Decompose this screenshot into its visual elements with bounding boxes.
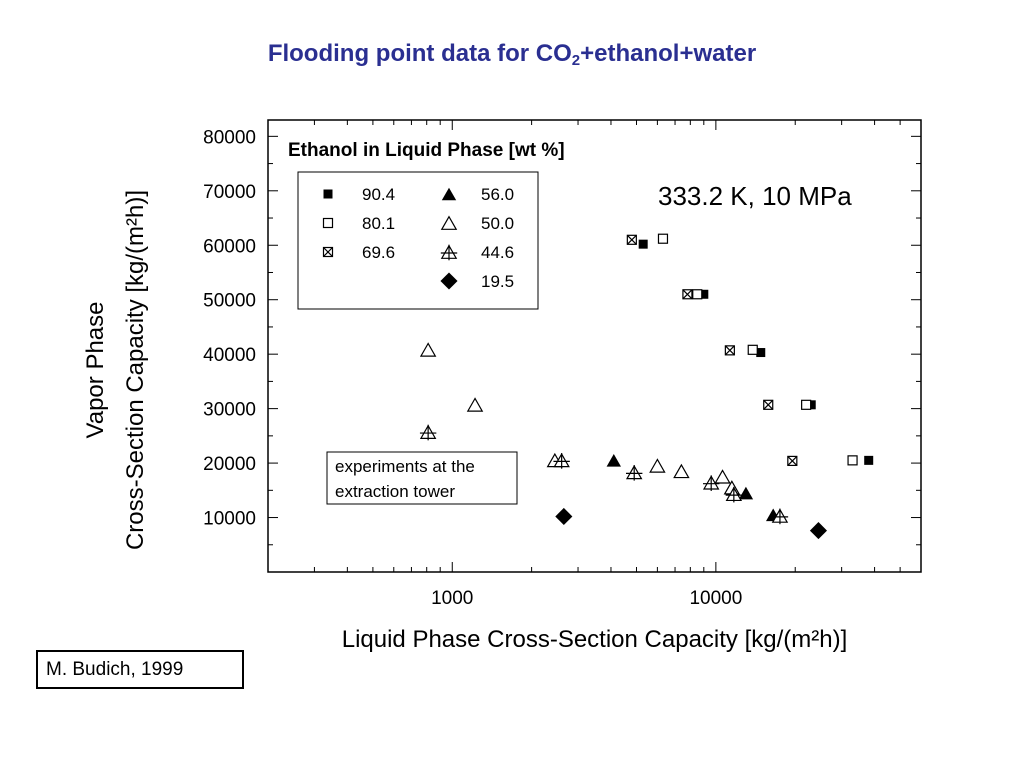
legend-title: Ethanol in Liquid Phase [wt %] xyxy=(288,140,565,161)
data-point-19-5 xyxy=(809,522,828,540)
data-point-90-4 xyxy=(699,289,709,299)
annotation-line1: experiments at the xyxy=(335,457,475,476)
data-point-44-6 xyxy=(625,464,643,481)
legend-label: 50.0 xyxy=(481,214,514,233)
legend-label: 56.0 xyxy=(481,185,514,204)
data-point-56-0 xyxy=(738,486,754,500)
data-point-50-0 xyxy=(466,397,484,412)
data-point-44-6 xyxy=(725,486,743,503)
data-point-90-4 xyxy=(756,348,766,358)
plot-frame xyxy=(267,119,922,573)
y-tick-label: 70000 xyxy=(203,182,256,203)
data-point-80-1 xyxy=(747,344,758,355)
y-tick-label: 20000 xyxy=(203,454,256,475)
legend-marker-80-1 xyxy=(322,217,334,229)
legend-marker-56-0 xyxy=(441,187,457,201)
legend-label: 80.1 xyxy=(362,214,395,233)
legend-marker-50-0 xyxy=(440,215,458,230)
data-point-80-1 xyxy=(847,455,858,466)
data-point-69-6 xyxy=(787,455,798,467)
chart-title: Flooding point data for CO2+ethanol+wate… xyxy=(267,40,757,69)
data-point-50-0 xyxy=(649,458,666,473)
legend-marker-69-6 xyxy=(322,246,334,258)
y-tick-label: 60000 xyxy=(203,236,256,257)
data-point-44-6 xyxy=(419,424,437,441)
data-point-90-4 xyxy=(864,455,874,465)
data-point-50-0 xyxy=(714,469,731,484)
y-tick-label: 10000 xyxy=(203,509,256,530)
legend-marker-44-6 xyxy=(440,244,458,261)
legend-label: 19.5 xyxy=(481,272,514,291)
y-tick-label: 80000 xyxy=(203,127,256,148)
condition-label: 333.2 K, 10 MPa xyxy=(658,181,852,211)
data-point-44-6 xyxy=(771,508,789,525)
y-axis-label: Vapor Phase Cross-Section Capacity [kg/(m… xyxy=(82,190,149,550)
legend-marker-90-4 xyxy=(323,189,333,199)
legend-label: 44.6 xyxy=(481,243,514,262)
x-tick-label: 10000 xyxy=(689,588,742,609)
y-tick-label: 50000 xyxy=(203,291,256,312)
data-point-69-6 xyxy=(626,234,637,245)
data-point-19-5 xyxy=(555,507,573,526)
data-point-50-0 xyxy=(673,463,690,479)
annotation-line2: extraction tower xyxy=(335,482,455,501)
data-point-44-6 xyxy=(702,475,720,491)
legend-box xyxy=(297,171,539,310)
x-tick-label: 1000 xyxy=(431,588,473,609)
y-axis-label-line2: Cross-Section Capacity [kg/(m²h)] xyxy=(122,190,149,550)
y-axis-label-line1: Vapor Phase xyxy=(82,302,109,439)
author-credit: M. Budich, 1999 xyxy=(36,650,244,689)
y-tick-label: 30000 xyxy=(203,400,256,421)
y-tick-label: 40000 xyxy=(203,345,256,366)
data-point-80-1 xyxy=(657,233,669,244)
x-axis-label: Liquid Phase Cross-Section Capacity [kg/… xyxy=(342,626,848,653)
legend-label: 69.6 xyxy=(362,243,395,262)
data-point-44-6 xyxy=(553,452,570,469)
data-point-56-0 xyxy=(606,454,621,467)
annotation-box xyxy=(326,451,518,505)
data-point-69-6 xyxy=(724,345,735,356)
data-point-50-0 xyxy=(419,342,437,357)
data-point-80-1 xyxy=(692,289,703,300)
legend-label: 90.4 xyxy=(362,185,395,204)
legend-marker-19-5 xyxy=(440,272,458,290)
data-point-69-6 xyxy=(682,289,693,300)
data-point-80-1 xyxy=(801,399,812,410)
data-point-90-4 xyxy=(638,239,648,249)
data-point-69-6 xyxy=(763,399,774,410)
